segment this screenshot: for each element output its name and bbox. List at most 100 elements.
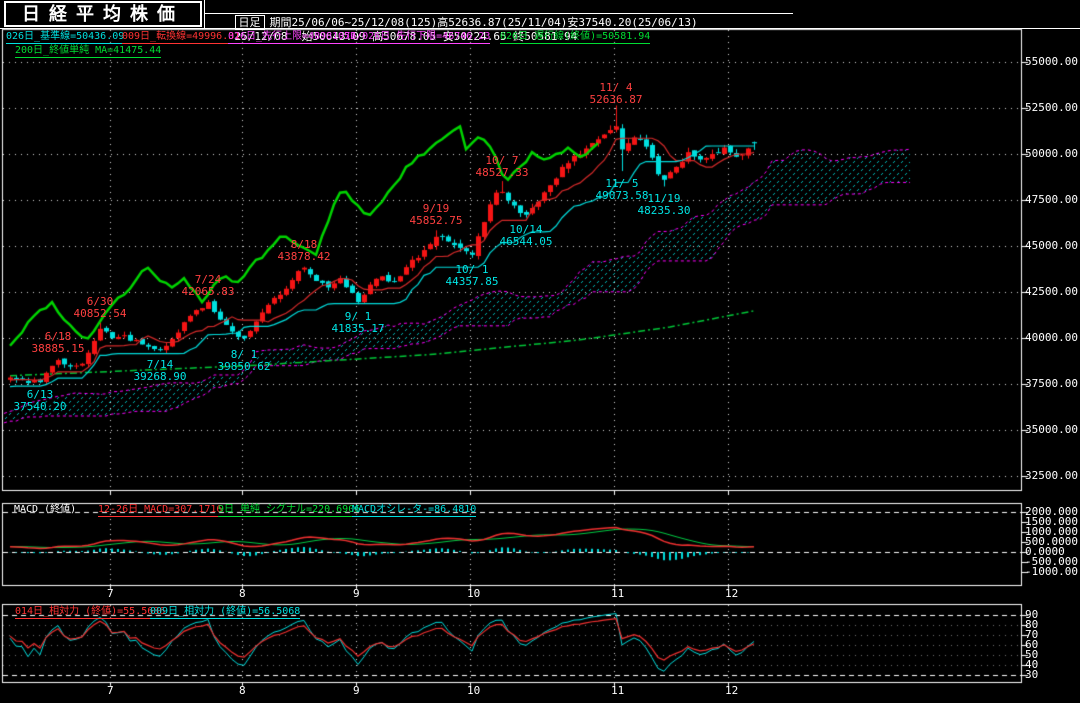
- header-divider: [204, 0, 205, 28]
- swing-annotation-8-18: 8/18 43878.42: [278, 239, 331, 263]
- header-row-1: 日足 期間25/06/06~25/12/08(125)高52636.87(25/1…: [208, 1, 698, 43]
- swing-annotation-9-19: 9/19 45852.75: [410, 203, 463, 227]
- month-axis-label: 11: [611, 684, 625, 697]
- macd-axis-label: -1000.00: [1025, 565, 1078, 578]
- swing-date: 11/19: [647, 192, 681, 205]
- price-axis-label: 52500.00: [1025, 101, 1078, 114]
- swing-annotation-10-7: 10/ 7 48527.33: [476, 155, 529, 179]
- legend-kijun: 026日_基準線=50436.09: [6, 31, 125, 44]
- month-axis-label: 8: [239, 684, 246, 697]
- legend-rsi-14: 014日_相対力 (終値)=55.5686: [15, 606, 166, 619]
- swing-value: 46544.05: [499, 235, 553, 248]
- rsi-axis-label: 50: [1025, 648, 1039, 661]
- latest-ohlc: 始50643.09 高50678.05 安50224.65 終50581.94: [301, 30, 578, 43]
- legend-tenkan: 009日_転換線=49996.31: [122, 31, 241, 44]
- price-axis-label: 47500.00: [1025, 193, 1078, 206]
- rsi-axis-label: 30: [1025, 668, 1039, 681]
- header-bottom-border: [0, 28, 1080, 29]
- legend-macd-title: MACD (終値): [14, 504, 77, 515]
- month-axis-label: 7: [107, 587, 114, 600]
- macd-axis-label: 0.0000: [1025, 545, 1065, 558]
- month-axis-label: 9: [353, 684, 360, 697]
- legend-macd-signal: 9日 単純 シグナル=220.6906: [218, 504, 361, 517]
- macd-axis-label: -500.000: [1025, 555, 1078, 568]
- price-axis-label: 45000.00: [1025, 239, 1078, 252]
- month-axis-label: 10: [467, 684, 481, 697]
- swing-annotation-10-1: 10/ 1 44357.85: [446, 264, 499, 288]
- macd-axis-label: 1000.000: [1025, 525, 1078, 538]
- swing-annotation-11-4: 11/ 4 52636.87: [590, 82, 643, 106]
- rsi-axis-label: 80: [1025, 618, 1039, 631]
- price-axis-label: 35000.00: [1025, 423, 1078, 436]
- latest-date: 25/12/08: [234, 30, 288, 43]
- swing-date: 9/19: [422, 202, 450, 215]
- swing-annotation-6-30: 6/30 40852.54: [74, 296, 127, 320]
- rsi-axis-label: 60: [1025, 638, 1039, 651]
- price-axis-label: 55000.00: [1025, 55, 1078, 68]
- swing-annotation-6-18: 6/18 38885.15: [32, 331, 85, 355]
- swing-date: 9/ 1: [344, 310, 372, 323]
- swing-annotation-11-5: 11/ 5 49073.58: [596, 178, 649, 202]
- swing-date: 6/13: [26, 388, 54, 401]
- legend-macd-osc: MACDオシレ-タ-=86.4810: [352, 504, 477, 517]
- month-axis-label: 11: [611, 587, 625, 600]
- legend-ma200: 200日_終値単純 MA=41475.44: [15, 45, 162, 58]
- swing-annotation-9-1: 9/ 1 41835.17: [332, 311, 385, 335]
- swing-date: 7/24: [194, 273, 222, 286]
- swing-value: 45852.75: [409, 214, 463, 227]
- swing-value: 48235.30: [637, 204, 691, 217]
- swing-date: 8/ 1: [230, 348, 258, 361]
- legend-senkou-lower: 052/026日 先行下限=46746.23: [338, 31, 491, 44]
- month-axis-label: 10: [467, 587, 481, 600]
- swing-date: 6/18: [44, 330, 72, 343]
- swing-value: 48527.33: [475, 166, 529, 179]
- swing-value: 49073.58: [595, 189, 649, 202]
- header-row-divider: [205, 13, 793, 14]
- swing-value: 44357.85: [445, 275, 499, 288]
- legend-senkou-upper: 026日_先行上限=48981.76: [228, 31, 357, 44]
- swing-value: 43878.42: [277, 250, 331, 263]
- macd-axis-label: 2000.000: [1025, 505, 1078, 518]
- swing-annotation-6-13: 6/13 37540.20: [14, 389, 67, 413]
- price-axis-label: 32500.00: [1025, 469, 1078, 482]
- rsi-axis-label: 40: [1025, 658, 1039, 671]
- month-axis-label: 12: [725, 587, 739, 600]
- swing-date: 10/ 7: [485, 154, 519, 167]
- macd-axis-label: 1500.000: [1025, 515, 1078, 528]
- legend-macd-line: 12-26日 MACD=307.1716: [98, 504, 223, 517]
- price-axis-label: 37500.00: [1025, 377, 1078, 390]
- swing-value: 52636.87: [589, 93, 643, 106]
- rsi-axis-label: 70: [1025, 628, 1039, 641]
- swing-date: 11/ 4: [599, 81, 633, 94]
- swing-annotation-7-14: 7/14 39268.90: [134, 359, 187, 383]
- swing-value: 37540.20: [13, 400, 67, 413]
- month-axis-label: 8: [239, 587, 246, 600]
- header-row-2: 25/12/08 始50643.09 高50678.05 安50224.65 終5…: [208, 15, 578, 57]
- price-axis-label: 40000.00: [1025, 331, 1078, 344]
- macd-axis-label: 500.0000: [1025, 535, 1078, 548]
- swing-date: 10/14: [509, 223, 543, 236]
- swing-date: 11/ 5: [605, 177, 639, 190]
- swing-annotation-10-14: 10/14 46544.05: [500, 224, 553, 248]
- swing-date: 10/ 1: [455, 263, 489, 276]
- swing-annotation-11-19: 11/19 48235.30: [638, 193, 691, 217]
- period-badge[interactable]: 日足: [234, 15, 265, 30]
- chart-title: 日経平均株価: [4, 1, 202, 27]
- month-axis-label: 9: [353, 587, 360, 600]
- rsi-axis-label: 90: [1025, 608, 1039, 621]
- swing-value: 41835.17: [331, 322, 385, 335]
- swing-value: 39850.62: [217, 360, 271, 373]
- month-axis-label: 7: [107, 684, 114, 697]
- range-info: 期間25/06/06~25/12/08(125)高52636.87(25/11/…: [269, 16, 698, 29]
- swing-date: 7/14: [146, 358, 174, 371]
- swing-date: 8/18: [290, 238, 318, 251]
- price-axis-label: 42500.00: [1025, 285, 1078, 298]
- price-axis-label: 50000.00: [1025, 147, 1078, 160]
- legend-chikou: 026日 遅行線(終値)=50581.94: [500, 31, 651, 44]
- swing-date: 6/30: [86, 295, 114, 308]
- swing-annotation-8-1: 8/ 1 39850.62: [218, 349, 271, 373]
- swing-annotation-7-24: 7/24 42065.83: [182, 274, 235, 298]
- swing-value: 40852.54: [73, 307, 127, 320]
